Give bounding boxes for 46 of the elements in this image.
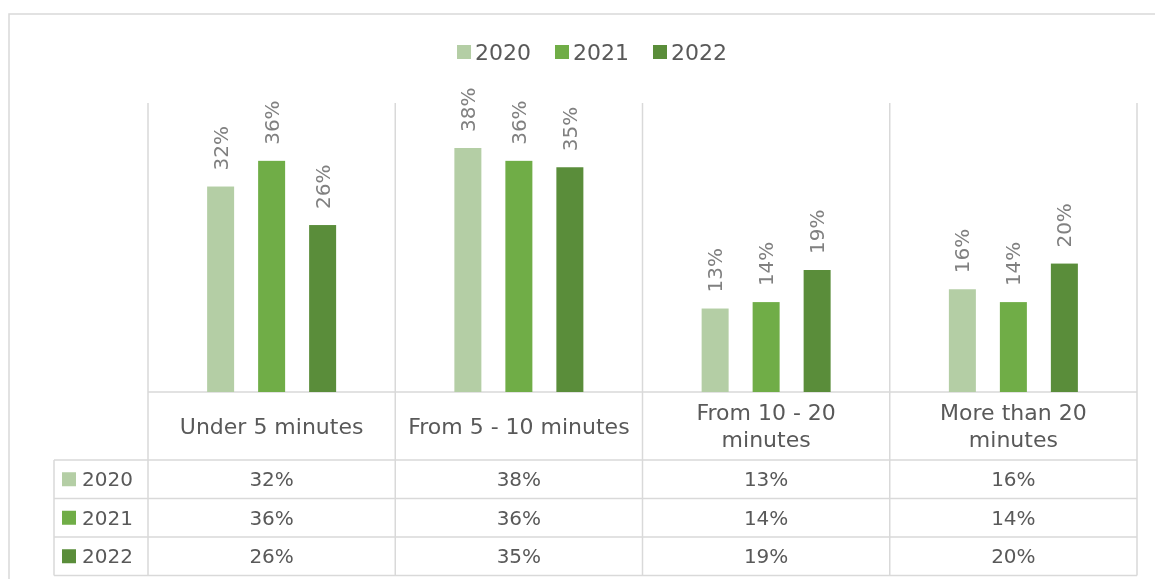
data-label: 35% — [496, 544, 542, 569]
data-label: 20% — [991, 544, 1036, 569]
legend-label: 2021 — [573, 39, 630, 65]
legend-label: 2020 — [475, 39, 532, 65]
text: 14% — [754, 241, 779, 287]
bar — [309, 225, 337, 392]
bar — [752, 302, 780, 392]
x-tick-label: Under 5 minutes — [179, 413, 364, 439]
x-tick-label: More than 20 minutes — [940, 400, 1087, 453]
text: 20% — [1052, 203, 1077, 248]
bar — [999, 302, 1027, 392]
bar — [1050, 263, 1078, 392]
x-tick-label: From 10 - 20 minutes — [696, 400, 836, 453]
text: 13% — [703, 248, 728, 293]
text: 26% — [310, 164, 335, 210]
text: 2022 — [82, 544, 133, 569]
text: 19% — [805, 209, 830, 254]
text: 14% — [1001, 241, 1026, 287]
data-label: 16% — [991, 467, 1036, 492]
text: 36% — [506, 100, 531, 145]
text: 2020 — [82, 467, 133, 492]
bar — [948, 289, 976, 392]
data-label: 19% — [743, 544, 789, 569]
text: 38% — [455, 87, 480, 132]
data-label: 26% — [249, 544, 294, 569]
text: 16% — [950, 228, 975, 274]
text: 35% — [557, 106, 582, 152]
text: 36% — [259, 100, 284, 145]
bar — [803, 270, 831, 392]
legend-label: 2022 — [670, 39, 727, 65]
bar — [258, 160, 286, 392]
bar — [207, 186, 235, 392]
data-label: 13% — [743, 467, 789, 492]
text: 32% — [208, 126, 233, 171]
bar — [701, 308, 729, 392]
x-tick-label: From 5 - 10 minutes — [408, 413, 630, 439]
data-label: 14% — [743, 505, 789, 530]
bar — [505, 160, 533, 392]
data-label: 36% — [249, 505, 294, 530]
text: 2021 — [82, 505, 133, 530]
data-label: 36% — [496, 505, 542, 530]
bar — [454, 148, 482, 392]
data-label: 32% — [249, 467, 294, 492]
bar — [556, 167, 584, 392]
data-label: 38% — [496, 467, 542, 492]
data-label: 14% — [991, 505, 1036, 530]
